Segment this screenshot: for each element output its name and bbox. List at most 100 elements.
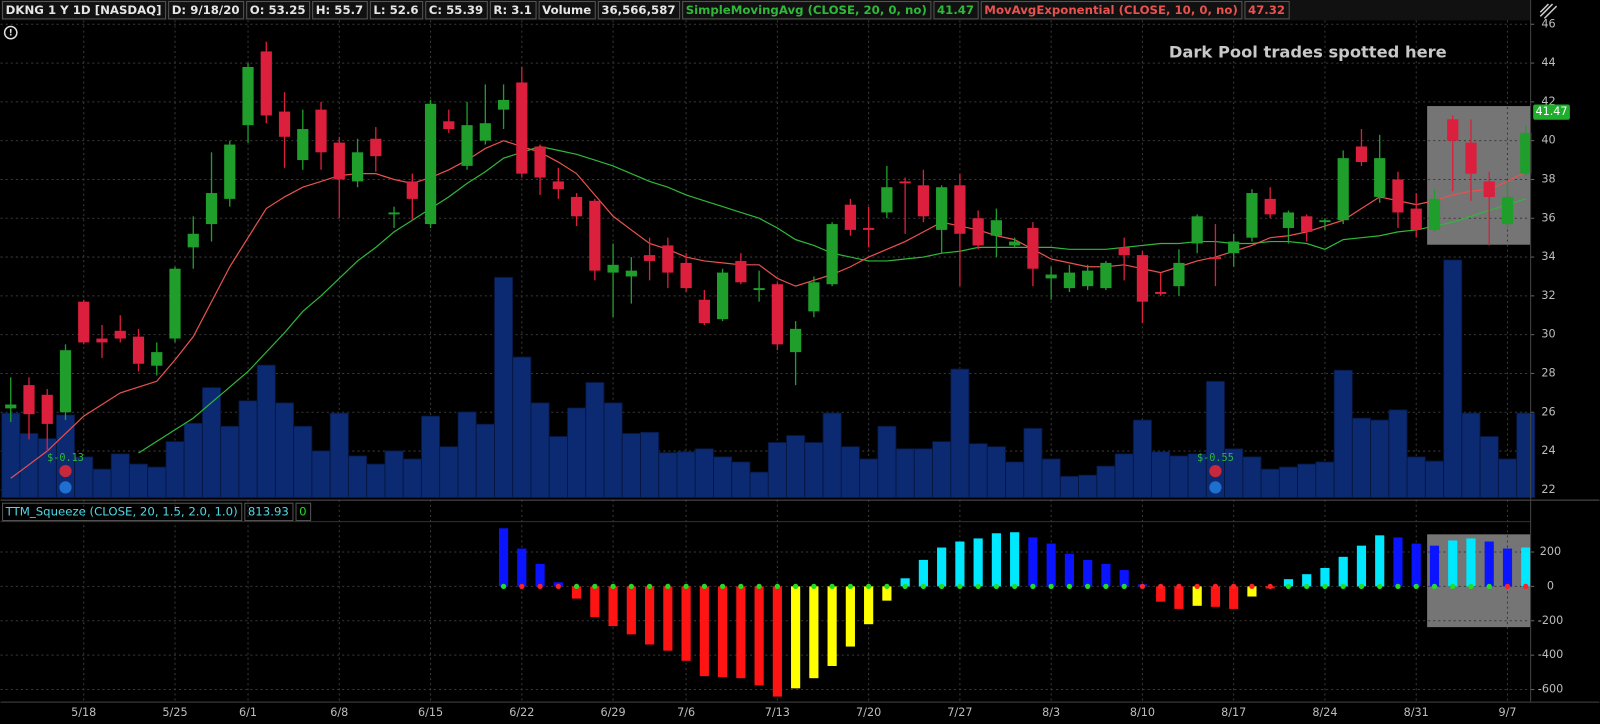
volume-bar [676,451,696,499]
squeeze-bar [1210,586,1221,607]
volume-bar [293,425,313,499]
readout-box [933,1,979,20]
squeeze-bar [736,586,746,679]
x-tick-label: 5/18 [71,706,96,719]
event-icon[interactable] [1209,481,1222,494]
squeeze-bar [1302,574,1312,587]
candle-body [297,129,309,161]
squeeze-bar [1101,563,1111,587]
volume-bar [384,450,404,499]
squeeze-dot [865,583,872,590]
squeeze-bar [1448,540,1458,587]
candle-body [242,66,254,126]
candle-body [1410,208,1422,230]
volume-bar [19,433,39,499]
squeeze-bar [590,586,600,617]
candle-body [1282,212,1295,228]
event-icon[interactable] [1209,464,1222,478]
y-tick-label: 30 [1541,328,1555,341]
header-readout: DKNG 1 Y 1D [NASDAQ] [6,3,162,17]
volume-bar [256,364,276,499]
squeeze-bar [663,586,673,651]
squeeze-dot [1158,583,1164,590]
header-readout: MovAvgExponential (CLOSE, 10, 0, no) [984,3,1238,17]
volume-bar [220,425,240,499]
readout-box [597,1,681,20]
squeeze-bar [809,586,819,679]
y-tick-label: -600 [1538,683,1563,696]
volume-bar [932,441,952,499]
volume-bar [1516,412,1536,499]
candle-body [753,288,765,291]
candle-body [497,99,510,110]
volume-layer [1,259,1536,499]
volume-bar [165,441,185,499]
event-icon[interactable] [59,464,72,478]
volume-bar [275,402,295,499]
header-readout: 36,566,587 [601,3,675,17]
squeeze-dot [829,583,835,590]
candle-body [863,227,875,230]
candle-body [23,385,35,415]
squeeze-bar [681,586,691,661]
squeeze-bar [626,586,636,635]
squeeze-dot [1322,583,1328,590]
squeeze-bar [1393,537,1403,587]
volume-bar [1260,468,1280,499]
volume-bar [968,443,988,499]
candle-body [5,404,17,409]
volume-bar [311,450,331,499]
volume-bar [694,448,714,499]
drawing-tool-icon[interactable] [1539,3,1558,19]
x-tick-label: 6/8 [330,706,348,719]
squeeze-bar [1521,547,1531,587]
squeeze-bar [571,586,582,599]
candle-body [187,233,199,248]
x-tick-label: 7/27 [947,706,972,719]
volume-bar [1151,451,1171,499]
readout-box [295,502,312,522]
volume-bar [1315,461,1335,499]
x-tick-label: 8/10 [1130,706,1155,719]
squeeze-dot [1504,583,1511,590]
candle-body [1082,270,1094,287]
candle-body [278,111,291,137]
squeeze-dot [993,583,1000,590]
squeeze-dot [1413,583,1419,590]
header-readout: R: 3.1 [493,3,532,17]
volume-bar [640,431,660,499]
squeeze-bar [1484,541,1494,587]
volume-bar [494,276,514,499]
x-tick-label: 5/25 [162,706,187,719]
readout-box [980,1,1243,20]
squeeze-bar [535,563,545,587]
volume-bar [1406,456,1426,499]
squeeze-bar [1174,586,1184,609]
candle-body [844,204,856,230]
squeeze-dot [1249,583,1255,590]
squeeze-bar [645,586,655,645]
candle-body [570,196,583,217]
readout-box [682,1,932,20]
squeeze-dot [756,583,762,590]
volume-bar [585,382,605,499]
volume-bar [183,422,203,499]
event-icon[interactable] [59,481,72,494]
y-tick-label: 22 [1541,483,1555,496]
volume-bar [804,442,824,499]
squeeze-dot [1030,583,1036,590]
volume-bar [621,433,641,499]
squeeze-bar [1028,537,1038,587]
squeeze-dot [665,583,671,590]
candle-body [1100,262,1112,289]
squeeze-dot [1103,583,1109,590]
squeeze-dot [1340,583,1346,590]
alert-icon[interactable] [3,25,18,40]
volume-bar [1169,455,1189,499]
volume-bar [92,468,112,499]
squeeze-bar [864,586,874,625]
candle-body [1501,196,1514,225]
volume-bar [1096,465,1116,499]
x-tick-label: 9/7 [1498,706,1516,719]
